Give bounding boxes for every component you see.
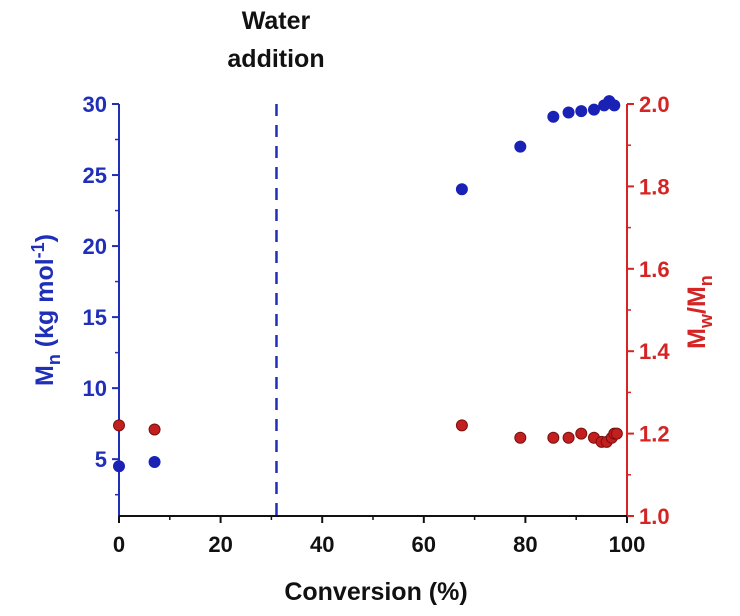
y-left-tick-label: 15 [83,305,107,330]
dispersity-point [562,431,575,444]
mn-point [455,183,468,196]
mn-point [514,140,527,153]
mn-point [608,99,621,112]
x-tick-label: 0 [113,532,125,557]
y-right-tick-label: 1.8 [639,174,670,199]
x-tick-label: 80 [513,532,537,557]
dispersity-point [575,427,588,440]
data-points [113,95,623,473]
x-tick-label: 20 [208,532,232,557]
y-left-tick-label: 5 [95,447,107,472]
annotation-line1: Water [242,7,311,35]
mn-point [575,105,588,118]
y-axis-left-label: Mn (kg mol-1) [28,234,64,386]
mn-point [587,103,600,116]
mn-point [113,460,125,473]
y-axis-right-label: Mw/Mn [683,275,716,349]
y-right-tick-label: 1.0 [639,504,670,529]
axes: 0 20 40 60 80 100 5 10 15 20 25 30 1.0 1.2 1.4 1.6 1.8 2.… [83,92,671,557]
dispersity-point [148,423,161,436]
x-tick-label: 40 [310,532,334,557]
mn-point [547,110,560,123]
x-axis-label: Conversion (%) [284,578,467,606]
y-right-tick-label: 1.4 [639,339,670,364]
mn-point [148,456,161,469]
annotation-line2: addition [227,45,324,73]
dispersity-point [514,431,527,444]
x-tick-label: 100 [609,532,646,557]
y-right-tick-label: 1.6 [639,257,670,282]
y-left-tick-label: 10 [83,376,107,401]
dispersity-point [610,427,623,440]
dispersity-point [113,419,125,432]
dispersity-point [455,419,468,432]
y-left-tick-label: 30 [83,92,107,117]
y-right-tick-label: 1.2 [639,422,670,447]
y-right-tick-label: 2.0 [639,92,670,117]
y-left-tick-label: 25 [83,163,107,188]
dispersity-point [547,431,560,444]
x-tick-label: 60 [412,532,436,557]
mn-point [562,106,575,119]
y-left-tick-label: 20 [83,234,107,259]
